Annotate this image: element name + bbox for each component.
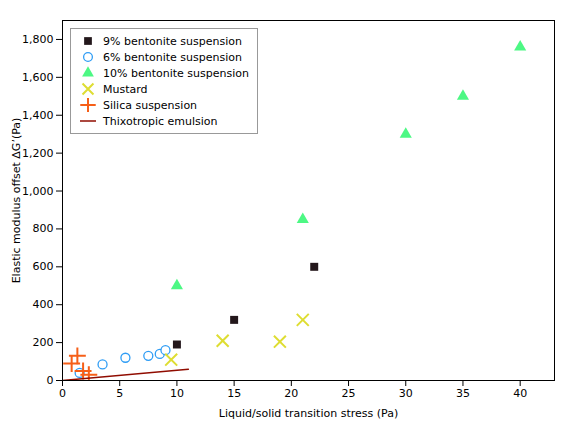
svg-text:Liquid/solid transition stress: Liquid/solid transition stress (Pa) <box>219 407 398 420</box>
svg-text:0: 0 <box>47 374 54 387</box>
svg-text:10: 10 <box>170 387 184 400</box>
html-text:Thixotropic emulsion: Thixotropic emulsion <box>103 114 218 128</box>
html-text:6% bentonite suspension: 6% bentonite suspension <box>103 50 242 64</box>
svg-text:Elastic modulus offset ΔG’(Pa): Elastic modulus offset ΔG’(Pa) <box>10 118 23 284</box>
svg-text:1,800: 1,800 <box>22 33 54 46</box>
html-text:Mustard: Mustard <box>103 82 148 96</box>
svg-text:30: 30 <box>399 387 413 400</box>
svg-text:600: 600 <box>33 260 54 273</box>
svg-text:25: 25 <box>342 387 356 400</box>
svg-text:35: 35 <box>456 387 470 400</box>
svg-text:1,400: 1,400 <box>22 109 54 122</box>
svg-text:5: 5 <box>116 387 123 400</box>
html-text:10% bentonite suspension: 10% bentonite suspension <box>103 66 249 80</box>
svg-text:1,000: 1,000 <box>22 185 54 198</box>
svg-text:1,200: 1,200 <box>22 147 54 160</box>
svg-text:1,600: 1,600 <box>22 71 54 84</box>
svg-text:800: 800 <box>33 222 54 235</box>
svg-text:400: 400 <box>33 298 54 311</box>
html-text:Silica suspension: Silica suspension <box>103 98 198 112</box>
svg-text:0: 0 <box>59 387 66 400</box>
svg-text:20: 20 <box>284 387 298 400</box>
svg-text:15: 15 <box>227 387 241 400</box>
svg-text:200: 200 <box>33 336 54 349</box>
svg-text:40: 40 <box>513 387 527 400</box>
html-text:9% bentonite suspension: 9% bentonite suspension <box>103 34 242 48</box>
